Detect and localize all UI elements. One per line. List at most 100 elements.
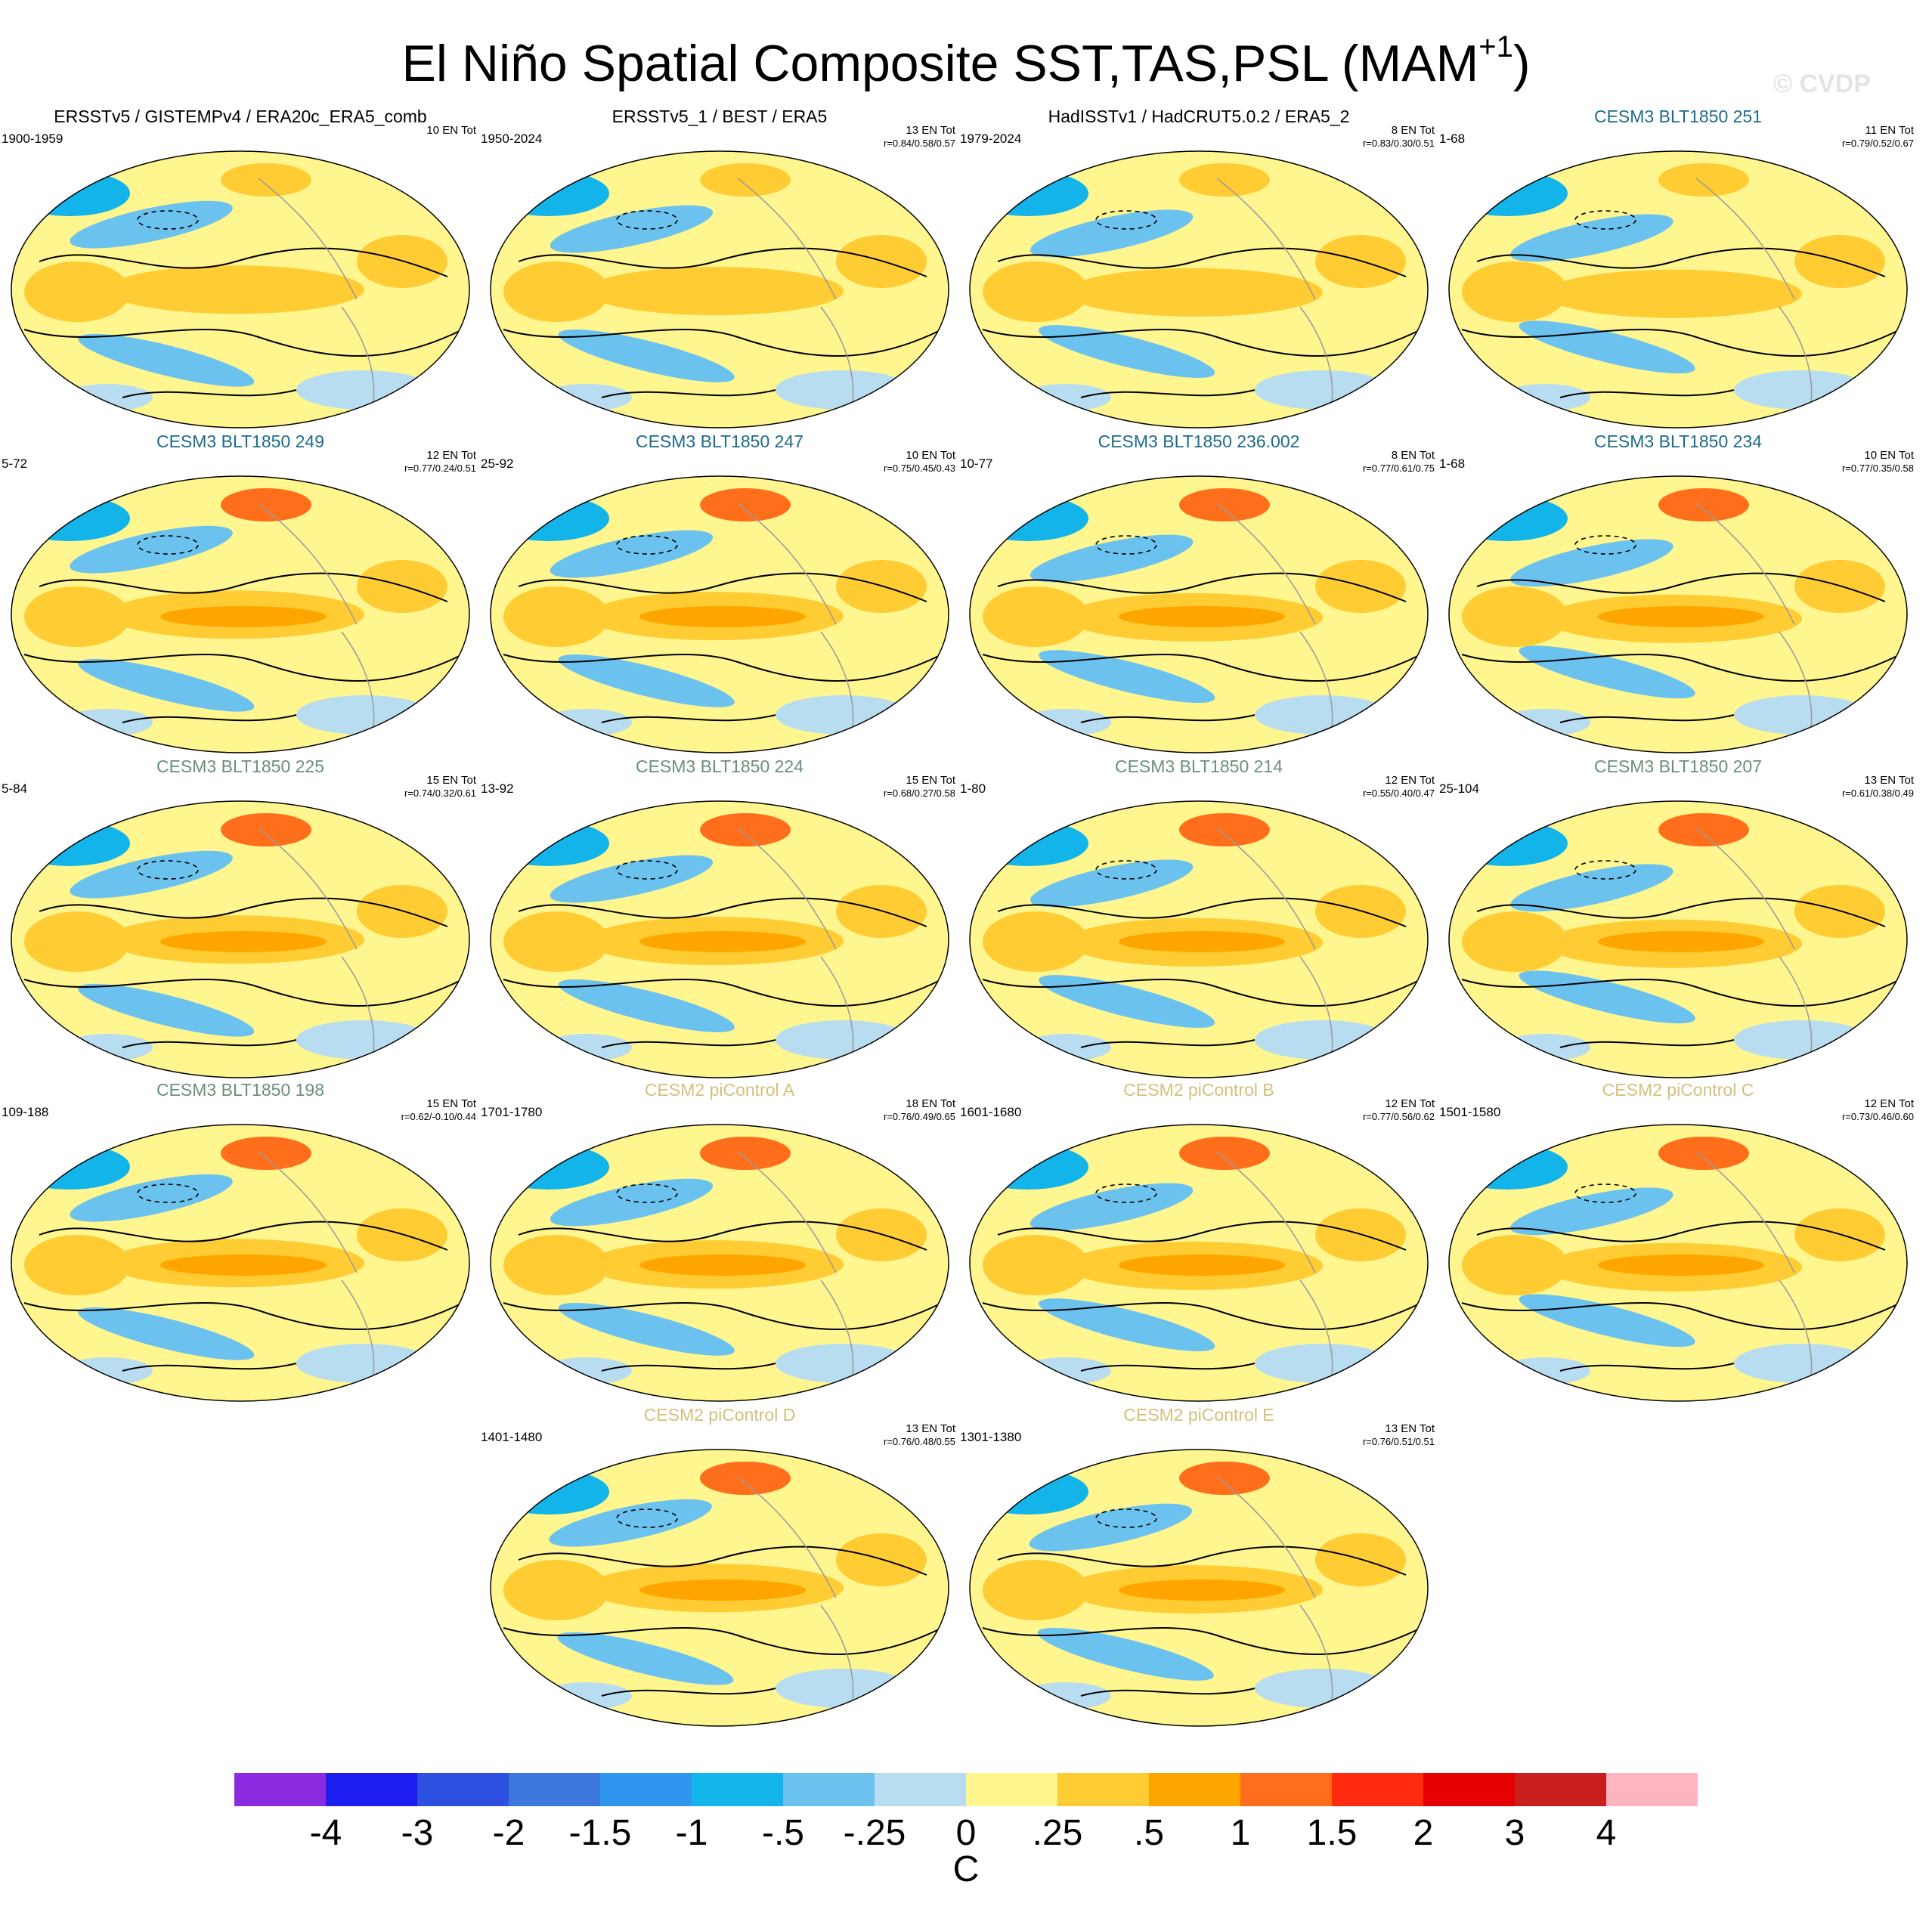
north-america-warm <box>1658 163 1749 196</box>
robinson-map <box>1448 150 1908 429</box>
psl-negative-contour <box>616 1508 678 1528</box>
north-america-warm <box>1179 488 1270 521</box>
panel-title: CESM3 BLT1850 214 <box>1114 756 1283 776</box>
north-pacific-cool <box>70 1174 233 1222</box>
robinson-map <box>1448 1124 1908 1402</box>
north-pacific-cool <box>1510 1187 1673 1236</box>
nino-core <box>639 1579 806 1601</box>
psl-contour <box>997 1545 1407 1576</box>
north-pacific-cool <box>1029 1503 1193 1552</box>
map-panel: CESM2 piControl E 1301-1380 13 EN Tot r=0.7… <box>958 1404 1439 1729</box>
nino-core <box>1598 281 1764 302</box>
panel-correlation: r=0.79/0.52/0.67 <box>1841 138 1914 149</box>
nino-core <box>1119 1255 1285 1276</box>
north-pacific-cool <box>550 205 714 253</box>
map-border <box>969 150 1429 429</box>
map-border <box>490 800 949 1078</box>
map-border <box>1448 800 1908 1078</box>
map-panel: CESM3 BLT1850 224 13-92 15 EN Tot r=0.68/0.… <box>479 756 960 1081</box>
southern-band-cool <box>62 709 153 736</box>
panel-title: CESM3 BLT1850 234 <box>1593 432 1763 451</box>
north-america-warm <box>700 813 791 846</box>
indian-ocean-warm <box>983 1235 1088 1295</box>
psl-negative-contour <box>616 860 678 880</box>
psl-contour <box>1559 1363 1735 1372</box>
psl-negative-contour <box>1095 860 1157 880</box>
psl-contour <box>1080 1688 1255 1697</box>
coastline <box>1216 828 1333 1063</box>
north-pacific-cool <box>70 850 233 899</box>
psl-contour <box>122 1363 297 1372</box>
southern-ocean-cool <box>296 370 432 410</box>
robinson-map <box>969 1449 1429 1727</box>
map-border <box>11 150 470 429</box>
title-end: ) <box>1512 35 1531 92</box>
colorbar-swatch <box>1149 1773 1240 1806</box>
southern-ocean-cool <box>1255 1020 1391 1060</box>
colorbar-unit: C <box>952 1849 980 1889</box>
panel-title: CESM3 BLT1850 225 <box>156 756 325 776</box>
south-pacific-cool <box>557 1632 734 1685</box>
panel-years: 1950-2024 <box>481 131 543 146</box>
north-america-warm <box>221 488 311 521</box>
psl-contour <box>503 979 943 1007</box>
panel-correlation: r=0.73/0.46/0.60 <box>1841 1111 1914 1122</box>
eurasia-cool <box>970 1469 1088 1515</box>
psl-contour <box>23 979 463 1007</box>
indian-ocean-warm <box>24 586 130 647</box>
map-border <box>490 1124 949 1402</box>
south-pacific-cool <box>1519 1294 1695 1347</box>
panel-years: 1701-1780 <box>481 1105 543 1119</box>
psl-contour <box>23 1302 463 1330</box>
psl-contour <box>601 1039 776 1048</box>
panel-years: 1401-1480 <box>481 1430 543 1444</box>
map-border <box>490 150 949 429</box>
nino-core <box>639 931 806 952</box>
indian-ocean-warm <box>503 586 609 647</box>
eurasia-cool <box>1449 821 1568 866</box>
psl-contour <box>997 572 1407 602</box>
southern-band-cool <box>541 384 632 411</box>
map-border <box>969 800 1429 1078</box>
panel-correlation: r=0.68/0.27/0.58 <box>883 787 955 799</box>
robinson-map <box>490 1124 949 1402</box>
panel-correlation: r=0.75/0.45/0.43 <box>883 463 955 474</box>
colorbar-swatch <box>234 1773 326 1806</box>
panel-title: CESM2 piControl E <box>1123 1405 1274 1425</box>
panel-years: 5-72 <box>2 456 28 471</box>
panel-title: HadISSTv1 / HadCRUT5.0.2 / ERA5_2 <box>1048 107 1350 126</box>
coastline <box>1216 1151 1333 1387</box>
panel-title: ERSSTv5 / GISTEMPv4 / ERA20c_ERA5_comb <box>54 107 427 126</box>
panel-years: 10-77 <box>960 456 993 471</box>
colorbar-swatch <box>966 1773 1057 1806</box>
eurasia-cool <box>1449 1144 1568 1190</box>
north-america-warm <box>1179 1462 1270 1495</box>
indian-ocean-warm <box>983 261 1088 322</box>
map-border <box>969 1449 1429 1727</box>
north-america-warm <box>1658 1137 1749 1170</box>
southern-band-cool <box>541 1682 632 1709</box>
robinson-map <box>1448 475 1908 753</box>
southern-ocean-cool <box>1255 1344 1391 1383</box>
southern-band-cool <box>62 1357 153 1385</box>
nino-core <box>1119 931 1285 952</box>
indian-ocean-warm <box>1462 586 1568 647</box>
psl-contour <box>997 1221 1407 1251</box>
map-panel: CESM3 BLT1850 249 5-72 12 EN Tot r=0.77/0.2… <box>0 431 481 756</box>
southern-band-cool <box>1500 1357 1590 1385</box>
coastline <box>737 178 854 413</box>
psl-contour <box>601 1363 776 1372</box>
robinson-map <box>969 1124 1429 1402</box>
psl-contour <box>503 329 943 357</box>
north-pacific-cool <box>1029 1183 1194 1231</box>
eurasia-cool <box>970 1144 1088 1190</box>
north-america-warm <box>221 1137 311 1170</box>
southern-ocean-cool <box>1734 370 1870 410</box>
coastline <box>737 503 854 738</box>
south-pacific-cool <box>1039 650 1215 704</box>
panel-years: 25-92 <box>481 456 514 471</box>
indian-ocean-warm <box>24 911 130 972</box>
southern-ocean-cool <box>1734 1020 1870 1060</box>
nino-core <box>639 606 806 627</box>
robinson-map <box>969 800 1429 1078</box>
